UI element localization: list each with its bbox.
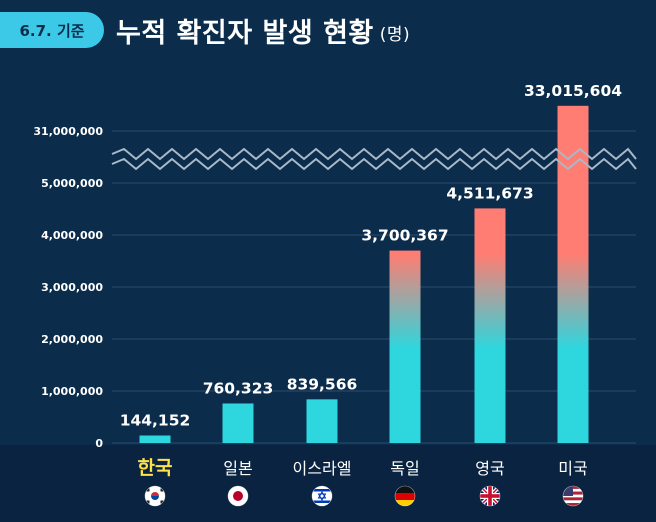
data-label: 33,015,604 — [524, 82, 622, 100]
category-label: 독일 — [390, 459, 419, 478]
y-tick-label: 3,000,000 — [41, 281, 103, 294]
category-label: 일본 — [223, 459, 252, 478]
chart-title: 누적 확진자 발생 현황 (명) — [116, 8, 410, 52]
usa-flag-icon — [562, 485, 584, 507]
category-label: 이스라엘 — [293, 459, 352, 478]
y-tick-label: 0 — [95, 437, 103, 450]
bar — [306, 399, 338, 443]
category-label: 한국 — [138, 457, 173, 479]
bar — [389, 250, 421, 443]
category-label: 미국 — [558, 459, 587, 478]
japan-flag-icon — [227, 485, 249, 507]
israel-flag-icon — [311, 485, 333, 507]
date-badge-label: 6.7. 기준 — [19, 21, 85, 40]
y-tick-label: 5,000,000 — [41, 177, 103, 190]
bar — [222, 403, 254, 443]
y-tick-label: 2,000,000 — [41, 333, 103, 346]
data-label: 144,152 — [120, 412, 191, 430]
y-tick-label: 1,000,000 — [41, 385, 103, 398]
data-label: 3,700,367 — [361, 227, 448, 245]
chart-title-text: 누적 확진자 발생 현황 — [116, 17, 374, 49]
bar — [139, 435, 171, 443]
chart-unit: (명) — [379, 24, 411, 45]
data-label: 839,566 — [287, 375, 358, 393]
y-tick-label: 4,000,000 — [41, 229, 103, 242]
y-tick-label: 31,000,000 — [33, 125, 103, 138]
germany-flag-icon — [394, 485, 416, 507]
axis-break-line — [111, 157, 637, 171]
category-label: 영국 — [475, 459, 504, 478]
data-label: 4,511,673 — [446, 184, 533, 202]
axis-break-line — [111, 147, 637, 161]
korea-flag-icon — [144, 485, 166, 507]
category-footer — [0, 445, 656, 522]
bar — [474, 208, 506, 443]
axis-break-band — [112, 149, 636, 171]
date-badge: 6.7. 기준 — [0, 12, 104, 48]
data-label: 760,323 — [203, 379, 274, 397]
uk-flag-icon — [479, 485, 501, 507]
